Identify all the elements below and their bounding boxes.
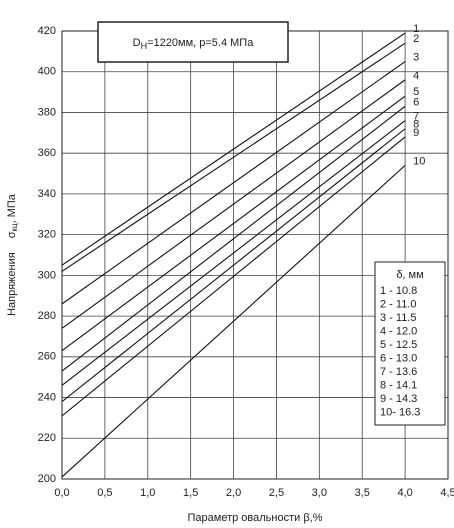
series-line	[61, 42, 406, 272]
y-tick-label: 280	[38, 310, 56, 322]
legend-item: 9 - 14.3	[380, 393, 417, 405]
series-line	[61, 136, 406, 417]
series-label: 8	[413, 119, 419, 131]
y-tick-label: 240	[38, 391, 56, 403]
y-label-part: Напряжения	[6, 252, 18, 316]
y-axis-label: Напряжения σкц, МПа	[6, 193, 19, 316]
series-line	[61, 164, 406, 478]
series-line	[61, 32, 406, 266]
legend-item: 8 - 14.1	[380, 379, 417, 391]
x-tick-label: 4,5	[440, 487, 454, 499]
series-line	[61, 79, 406, 329]
chart-title: DH=1220мм, p=5.4 МПа	[133, 37, 255, 51]
y-tick-label: 320	[38, 229, 56, 241]
series-line	[61, 61, 406, 305]
series-label: 10	[413, 155, 425, 167]
title-box	[97, 21, 289, 63]
series-label: 6	[413, 96, 419, 108]
y-tick-label: 360	[38, 147, 56, 159]
legend-title: δ, мм	[396, 269, 423, 281]
y-label-part: , МПа	[6, 193, 18, 223]
x-tick-label: 3,0	[312, 487, 327, 499]
x-tick-label: 0,0	[54, 487, 69, 499]
series-label: 9	[413, 127, 419, 139]
legend-item: 10- 16.3	[380, 406, 420, 418]
series-line	[61, 120, 406, 386]
y-label-part: кц	[10, 223, 19, 232]
series-label: 1	[413, 23, 419, 35]
x-tick-label: 0,5	[97, 487, 112, 499]
y-tick-label: 400	[38, 66, 56, 78]
legend-item: 1 - 10.8	[380, 285, 417, 297]
y-tick-label: 200	[38, 473, 56, 485]
legend-item: 5 - 12.5	[380, 339, 417, 351]
series-label: 4	[413, 70, 419, 82]
series-label: 2	[413, 33, 419, 45]
x-tick-label: 1,5	[183, 487, 198, 499]
title-part: =1220мм, p=5.4 МПа	[147, 37, 254, 49]
legend-item: 6 - 13.0	[380, 352, 417, 364]
series-line	[61, 128, 406, 403]
legend-box	[374, 261, 446, 426]
x-tick-label: 3,5	[355, 487, 370, 499]
y-tick-label: 260	[38, 351, 56, 363]
x-tick-label: 1,0	[140, 487, 155, 499]
legend-item: 4 - 12.0	[380, 325, 417, 337]
y-tick-label: 340	[38, 188, 56, 200]
y-tick-label: 420	[38, 25, 56, 37]
legend-item: 7 - 13.6	[380, 366, 417, 378]
series-label: 7	[413, 111, 419, 123]
legend-item: 3 - 11.5	[380, 312, 417, 324]
x-axis-label: Параметр овальности β,%	[188, 512, 323, 524]
y-label-part: σ	[6, 231, 18, 238]
series-line	[61, 95, 406, 352]
series-label: 5	[413, 86, 419, 98]
series-label: 3	[413, 51, 419, 63]
title-part: H	[141, 41, 148, 51]
title-part: D	[133, 37, 141, 49]
y-tick-label: 220	[38, 432, 56, 444]
series-line	[61, 105, 406, 372]
y-tick-label: 300	[38, 269, 56, 281]
x-tick-label: 2,0	[226, 487, 241, 499]
legend-item: 2 - 11.0	[380, 298, 417, 310]
y-tick-label: 380	[38, 106, 56, 118]
x-tick-label: 2,5	[269, 487, 284, 499]
x-tick-label: 4,0	[397, 487, 412, 499]
